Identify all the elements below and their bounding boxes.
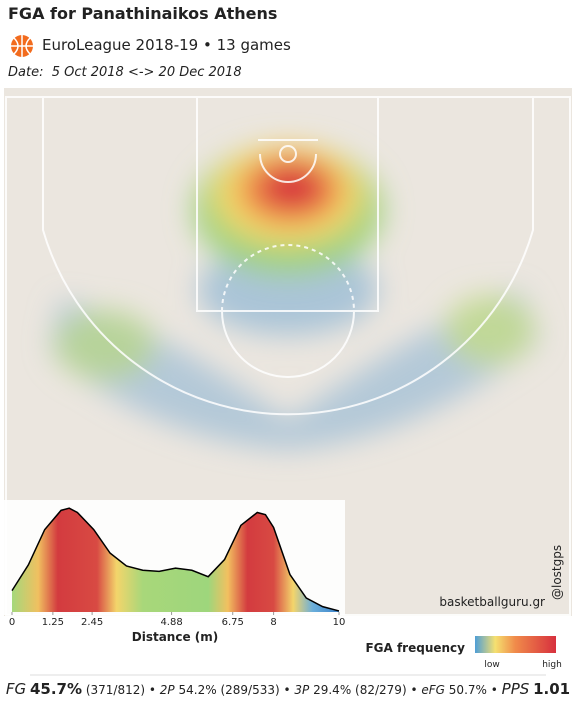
stat-value: 29.4% xyxy=(313,683,352,697)
x-tick-label: 8 xyxy=(270,617,276,628)
stat-label: 2P xyxy=(159,683,175,697)
watermark: basketballguru.gr xyxy=(439,595,545,609)
legend-low: low xyxy=(484,660,499,670)
x-axis-label: Distance (m) xyxy=(132,630,219,644)
stats-line: FG 45.7% (371/812) • 2P 54.2% (289/533) … xyxy=(0,680,576,698)
stat-value: 45.7% xyxy=(29,680,82,698)
stat-label: FG xyxy=(5,680,27,698)
stat-value: 1.01 xyxy=(533,680,571,698)
separator: • xyxy=(148,683,156,697)
stat-value: 50.7% xyxy=(448,683,487,697)
subtitle: EuroLeague 2018-19 • 13 games xyxy=(42,36,291,54)
legend-high: high xyxy=(542,660,562,670)
stat-value: 54.2% xyxy=(178,683,217,697)
separator: • xyxy=(283,683,291,697)
credit: @lostgps xyxy=(550,545,564,600)
logo xyxy=(11,35,33,57)
stat-detail: (289/533) xyxy=(220,683,280,697)
x-tick-label: 0 xyxy=(9,617,15,628)
date-label: Date: xyxy=(8,65,44,80)
x-tick-label: 2.45 xyxy=(81,617,103,628)
stat-detail: (82/279) xyxy=(355,683,407,697)
date: 5 Oct 2018 <-> 20 Dec 2018 xyxy=(51,65,242,80)
title: FGA for Panathinaikos Athens xyxy=(8,4,278,23)
x-tick-label: 4.88 xyxy=(160,617,182,628)
date-line: Date: 5 Oct 2018 <-> 20 Dec 2018 xyxy=(8,65,242,80)
stat-label: 3P xyxy=(294,683,310,697)
legend-title: FGA frequency xyxy=(365,641,465,655)
separator: • xyxy=(410,683,418,697)
area-fill xyxy=(12,508,339,612)
stat-label: PPS xyxy=(501,680,530,698)
separator: • xyxy=(490,683,498,697)
x-tick-label: 1.25 xyxy=(42,617,64,628)
legend-gradient xyxy=(475,636,556,653)
density-line xyxy=(11,507,340,612)
stat-detail: (371/812) xyxy=(85,683,146,697)
density-chart: 0 1.25 2.45 4.88 6.75 8 10 Distance (m) xyxy=(9,507,346,644)
x-tick-label: 6.75 xyxy=(222,617,244,628)
heatmap xyxy=(50,145,540,450)
stat-label: eFG xyxy=(421,683,445,697)
x-tick-label: 10 xyxy=(333,617,346,628)
